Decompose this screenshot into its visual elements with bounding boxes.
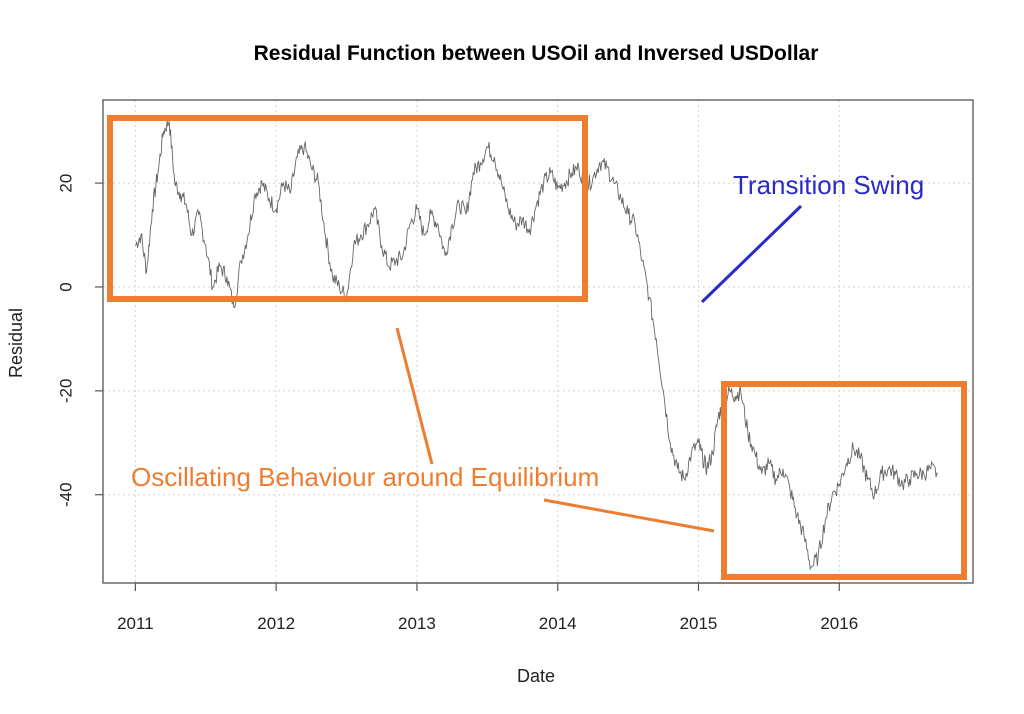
transition-swing-label: Transition Swing: [733, 170, 924, 200]
grid: [103, 100, 973, 583]
series-line: [135, 120, 939, 571]
oscillating-behaviour-label: Oscillating Behaviour around Equilibrium: [131, 462, 599, 492]
x-tick-label: 2012: [257, 614, 295, 633]
chart-title: Residual Function between USOil and Inve…: [254, 42, 819, 65]
oscillation-box-left: [107, 115, 588, 302]
y-axis: 20 0 -20 -40: [56, 174, 103, 507]
x-tick-label: 2015: [680, 614, 718, 633]
series-layer: [135, 120, 939, 571]
oscillation-box-right: [721, 381, 967, 580]
y-tick-label: 20: [56, 174, 75, 193]
x-tick-label: 2013: [398, 614, 436, 633]
y-axis-title: Residual: [6, 308, 26, 378]
x-axis: 2011 2012 2013 2014 2015 2016: [117, 582, 858, 633]
oscillation-arrow-left: [395, 327, 434, 465]
x-tick-label: 2016: [820, 614, 858, 633]
y-tick-label: 0: [56, 282, 75, 291]
x-axis-title: Date: [517, 666, 555, 686]
x-tick-label: 2014: [539, 614, 577, 633]
y-tick-label: -20: [56, 379, 75, 404]
transition-arrow: [700, 204, 803, 304]
oscillation-arrow-right: [543, 498, 715, 533]
x-tick-label: 2011: [117, 614, 154, 633]
y-tick-label: -40: [56, 482, 75, 507]
